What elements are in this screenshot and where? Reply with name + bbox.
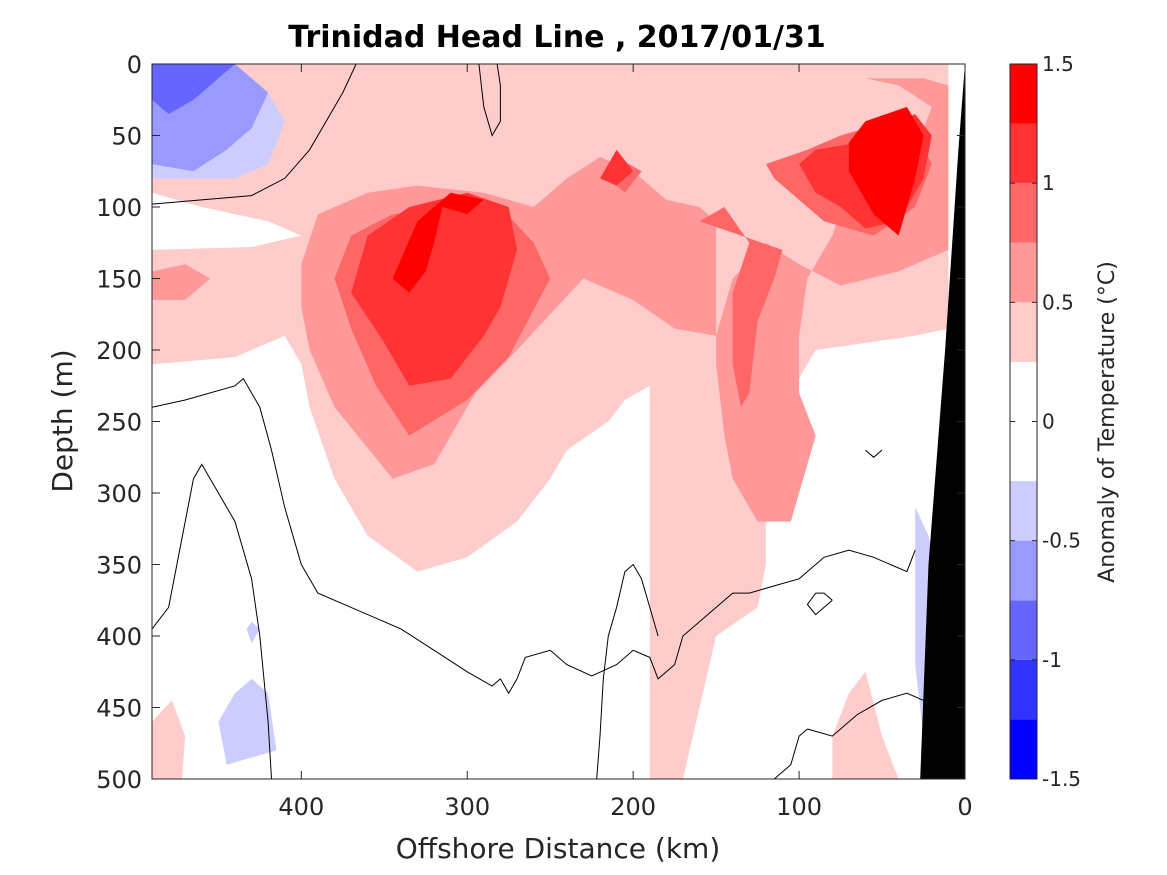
colorbar-label: Anomaly of Temperature (°C) xyxy=(1095,261,1120,583)
zero-contour-line-8 xyxy=(865,449,883,458)
x-tick-label-100: 100 xyxy=(776,793,822,821)
anomaly-region-16 xyxy=(246,621,260,644)
y-tick-label-300: 300 xyxy=(96,480,142,508)
land-mask-shape xyxy=(920,64,965,779)
colorbar-tick-label-1: 1 xyxy=(1042,171,1055,195)
zero-contour-line-3 xyxy=(596,563,659,779)
zero-contour-line-6 xyxy=(773,728,808,779)
y-tick-label-150: 150 xyxy=(96,266,142,294)
colorbar-tick-label--1: -1 xyxy=(1042,648,1062,672)
zero-contour-line-0 xyxy=(152,64,357,205)
colorbar-swatch-6 xyxy=(1010,302,1037,362)
zero-contour-line-5 xyxy=(807,692,924,737)
x-tick-label-300: 300 xyxy=(444,793,490,821)
anomaly-region-4 xyxy=(301,78,949,522)
colorbar-swatch-10 xyxy=(1010,64,1037,124)
anomaly-region-2 xyxy=(832,671,899,779)
colorbar-swatches xyxy=(1010,64,1037,779)
anomaly-region-3 xyxy=(152,264,211,300)
x-tick-label-400: 400 xyxy=(278,793,324,821)
anomaly-region-1 xyxy=(152,700,186,779)
colorbar-swatch-8 xyxy=(1010,183,1037,243)
plot-area xyxy=(152,64,965,779)
anomaly-region-13 xyxy=(848,106,924,236)
anomaly-regions xyxy=(152,64,949,779)
x-tick-label-0: 0 xyxy=(957,793,972,821)
colorbar-swatch-0 xyxy=(1010,719,1037,779)
colorbar-swatch-2 xyxy=(1010,600,1037,660)
y-tick-label-50: 50 xyxy=(111,123,142,151)
zero-contour-line-1 xyxy=(152,377,916,695)
y-tick-label-100: 100 xyxy=(96,194,142,222)
y-tick-label-200: 200 xyxy=(96,337,142,365)
anomaly-region-12 xyxy=(392,192,484,293)
y-tick-label-350: 350 xyxy=(96,552,142,580)
colorbar-swatch-4 xyxy=(1010,481,1037,541)
anomaly-region-10 xyxy=(600,149,634,186)
y-axis-label: Depth (m) xyxy=(46,349,79,492)
chart-title: Trinidad Head Line , 2017/01/31 xyxy=(288,20,825,55)
colorbar-swatch-7 xyxy=(1010,242,1037,303)
zero-contour-line-7 xyxy=(806,592,833,616)
x-axis-label: Offshore Distance (km) xyxy=(396,832,721,865)
colorbar-tick-label-1.5: 1.5 xyxy=(1042,52,1074,76)
colorbar-swatch-9 xyxy=(1010,123,1037,184)
y-tick-label-400: 400 xyxy=(96,623,142,651)
zero-contour-line-4 xyxy=(478,64,501,137)
x-axis-ticks: 400 300 200 100 0 xyxy=(278,64,973,821)
y-tick-label-250: 250 xyxy=(96,409,142,437)
colorbar-tick-label--0.5: -0.5 xyxy=(1042,529,1081,553)
colorbar: 1.5 1 0.5 0 -0.5 -1 -1.5 Anomaly of Temperatur… xyxy=(1009,52,1120,791)
colorbar-tick-label--1.5: -1.5 xyxy=(1042,767,1081,791)
zero-contours xyxy=(152,64,924,779)
y-tick-label-0: 0 xyxy=(127,51,142,79)
x-tick-label-200: 200 xyxy=(610,793,656,821)
colorbar-tick-label-0: 0 xyxy=(1042,410,1055,434)
anomaly-region-19 xyxy=(152,64,235,115)
colorbar-tick-label-0.5: 0.5 xyxy=(1042,290,1074,314)
y-tick-label-450: 450 xyxy=(96,695,142,723)
colorbar-swatch-3 xyxy=(1010,540,1037,601)
land-mask xyxy=(920,64,965,779)
y-axis-ticks: 0 50 100 150 200 250 300 350 400 450 500 xyxy=(96,51,965,794)
anomaly-region-9 xyxy=(351,192,517,386)
y-tick-label-500: 500 xyxy=(96,766,142,794)
zero-contour-line-2 xyxy=(152,463,272,779)
colorbar-ticks: 1.5 1 0.5 0 -0.5 -1 -1.5 xyxy=(1010,52,1081,791)
anomaly-region-15 xyxy=(218,678,277,765)
anomaly-region-7 xyxy=(699,207,783,408)
colorbar-swatch-1 xyxy=(1010,659,1037,720)
